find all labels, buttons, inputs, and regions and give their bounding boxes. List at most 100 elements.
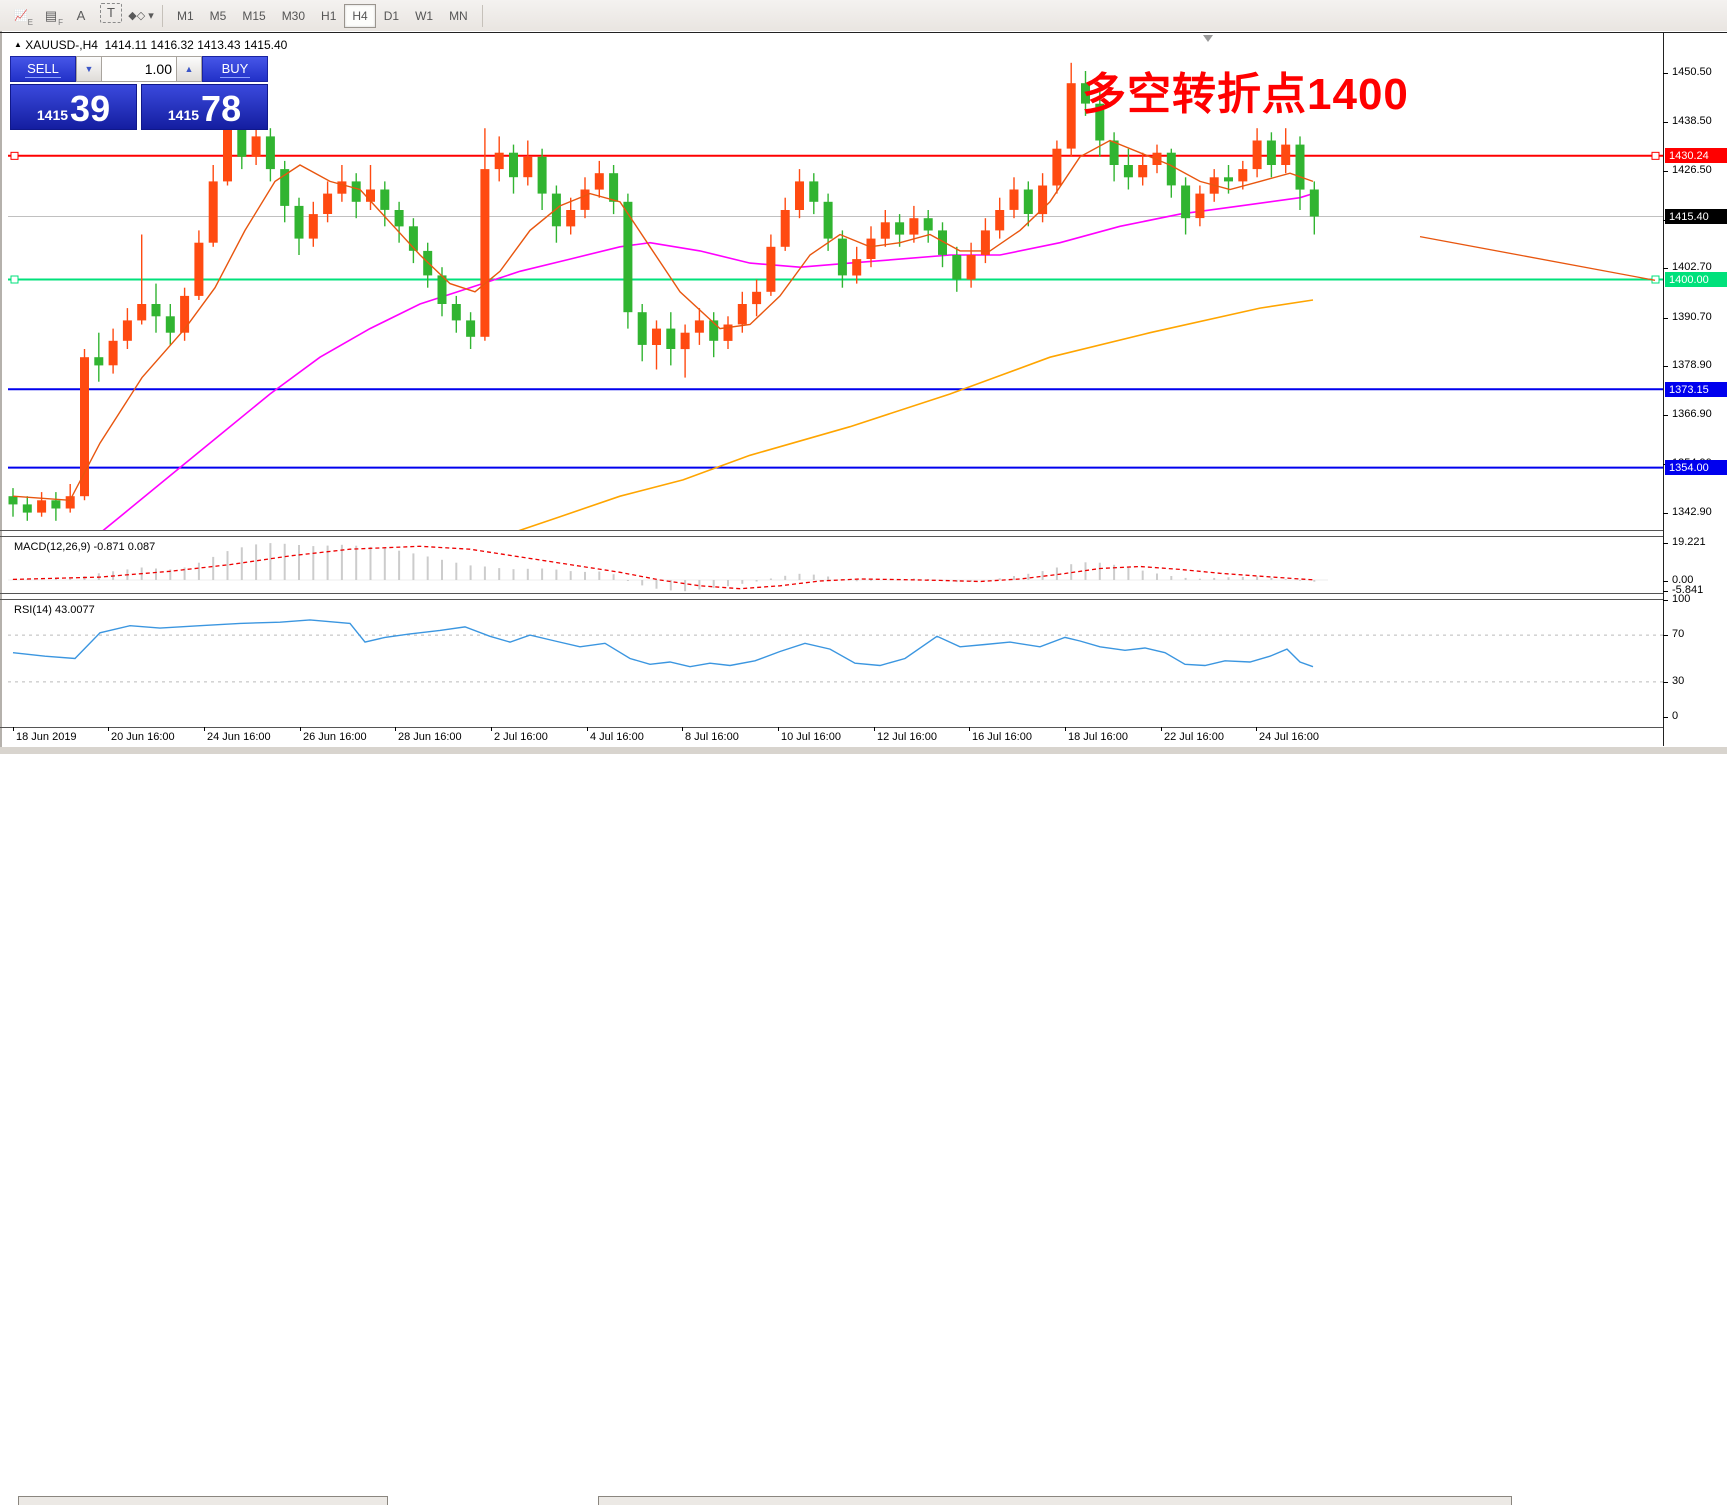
panel-separator[interactable] (0, 536, 1663, 537)
time-tick-label: 24 Jun 16:00 (207, 731, 271, 743)
ohlc-close: 1415.40 (243, 38, 288, 52)
rsi-tick-mark (1663, 600, 1668, 601)
main-price-chart[interactable] (8, 33, 1663, 530)
time-tick-label: 28 Jun 16:00 (398, 731, 462, 743)
price-tick-label: 1438.50 (1672, 115, 1712, 127)
time-tick-label: 8 Jul 16:00 (685, 731, 739, 743)
macd-tick-label: 0.00 (1672, 574, 1694, 586)
time-tick-mark (300, 727, 301, 731)
time-tick-mark (491, 727, 492, 731)
status-box (598, 1496, 1512, 1505)
buy-price-base: 1415 (167, 107, 200, 123)
buy-price-pips: 78 (201, 88, 242, 129)
price-tick-mark (1663, 415, 1668, 416)
time-tick-label: 24 Jul 16:00 (1259, 731, 1319, 743)
buy-price-display[interactable]: 1415 78 (141, 84, 268, 130)
time-tick-label: 18 Jul 16:00 (1068, 731, 1128, 743)
price-line-badge: 1373.15 (1665, 382, 1727, 397)
rsi-label: RSI(14) 43.0077 (14, 604, 95, 616)
time-tick-label: 26 Jun 16:00 (303, 731, 367, 743)
volume-increase-button[interactable]: ▲ (176, 56, 202, 82)
timeframe-button-d1[interactable]: D1 (383, 8, 400, 23)
chart-window-top-border (0, 32, 1727, 33)
price-line-badge: 1354.00 (1665, 460, 1727, 475)
rsi-tick-mark (1663, 682, 1668, 683)
price-tick-mark (1663, 171, 1668, 172)
price-tick-label: 1402.70 (1672, 261, 1712, 273)
timeframe-button-m15[interactable]: M15 (242, 8, 266, 23)
price-tick-mark (1663, 318, 1668, 319)
sell-price-display[interactable]: 1415 39 (10, 84, 137, 130)
macd-tick-label: 19.221 (1672, 536, 1706, 548)
timeframe-button-m5[interactable]: M5 (209, 8, 227, 23)
symbol-triangle-icon: ▲ (14, 40, 22, 49)
buy-button[interactable]: BUY (202, 56, 268, 82)
chart-shift-marker-icon[interactable] (1203, 35, 1213, 42)
rsi-tick-mark (1663, 635, 1668, 636)
volume-decrease-button[interactable]: ▼ (76, 56, 102, 82)
text-label-icon[interactable]: T (100, 2, 122, 23)
price-tick-label: 1366.90 (1672, 408, 1712, 420)
sell-button[interactable]: SELL (10, 56, 76, 82)
price-axis-border (1663, 33, 1664, 746)
timeframe-button-mn[interactable]: MN (449, 8, 468, 23)
chevron-down-icon: ▼ (84, 64, 94, 74)
price-tick-label: 1378.90 (1672, 359, 1712, 371)
rsi-tick-label: 30 (1672, 675, 1685, 687)
price-tick-mark (1663, 122, 1668, 123)
panel-separator[interactable] (0, 599, 1663, 600)
chinese-annotation-text: 多空转折点1400 (1082, 70, 1409, 119)
price-line-badge: 1400.00 (1665, 272, 1727, 287)
sell-price-base: 1415 (36, 107, 69, 123)
time-tick-label: 10 Jul 16:00 (781, 731, 841, 743)
macd-indicator-chart[interactable] (8, 537, 1663, 593)
chart-title: ▲ XAUUSD-,H4 1414.11 1416.32 1413.43 141… (14, 38, 287, 52)
price-tick-label: 1450.50 (1672, 66, 1712, 78)
price-tick-label: 1342.90 (1672, 506, 1712, 518)
rsi-tick-label: 0 (1672, 710, 1679, 722)
bottom-strip (0, 747, 1727, 1505)
rsi-indicator-chart[interactable] (8, 600, 1663, 727)
panel-separator[interactable] (0, 593, 1663, 594)
timeframe-button-w1[interactable]: W1 (415, 8, 434, 23)
toolbar-separator (162, 4, 163, 27)
price-tick-label: 1390.70 (1672, 311, 1712, 323)
macd-tick-mark (1663, 543, 1668, 544)
rsi-tick-mark (1663, 717, 1668, 718)
toolbar: 📈 E ▤ F A T ◆◇ ▾ M1 M5 M15 M30 H1 H4 D1 W1 MN (0, 0, 1727, 32)
time-tick-mark (13, 727, 14, 731)
time-tick-mark (204, 727, 205, 731)
rsi-tick-label: 100 (1672, 593, 1691, 605)
time-tick-mark (969, 727, 970, 731)
time-tick-label: 4 Jul 16:00 (590, 731, 644, 743)
price-tick-mark (1663, 73, 1668, 74)
timeframe-button-h4[interactable]: H4 (344, 3, 376, 28)
panel-separator[interactable] (0, 530, 1663, 531)
one-click-trading-panel: SELL ▼ 1.00 ▲ BUY 1415 39 1415 78 (10, 56, 268, 130)
timeframe-button-m1[interactable]: M1 (177, 8, 194, 23)
indicators-chart-icon[interactable]: 📈 E (14, 10, 33, 27)
sell-price-pips: 39 (70, 88, 111, 129)
time-tick-mark (587, 727, 588, 731)
time-tick-mark (1065, 727, 1066, 731)
volume-input[interactable]: 1.00 (102, 56, 176, 82)
ohlc-high: 1416.32 (150, 38, 194, 52)
status-box (18, 1496, 388, 1505)
time-tick-mark (395, 727, 396, 731)
time-tick-label: 2 Jul 16:00 (494, 731, 548, 743)
price-line-badge: 1430.24 (1665, 148, 1727, 163)
time-tick-mark (108, 727, 109, 731)
ohlc-low: 1413.43 (197, 38, 241, 52)
grid-icon[interactable]: ▤ F (44, 7, 63, 27)
ohlc-open: 1414.11 (104, 38, 148, 52)
time-tick-mark (874, 727, 875, 731)
timeframe-button-h1[interactable]: H1 (321, 8, 337, 23)
shapes-icon[interactable]: ◆◇ ▾ (128, 10, 154, 22)
price-tick-mark (1663, 366, 1668, 367)
time-tick-label: 12 Jul 16:00 (877, 731, 937, 743)
time-axis-border (0, 727, 1663, 728)
price-tick-label: 1426.50 (1672, 164, 1712, 176)
text-icon[interactable]: A (76, 8, 86, 23)
macd-tick-mark (1663, 591, 1668, 592)
timeframe-button-m30[interactable]: M30 (281, 8, 306, 23)
